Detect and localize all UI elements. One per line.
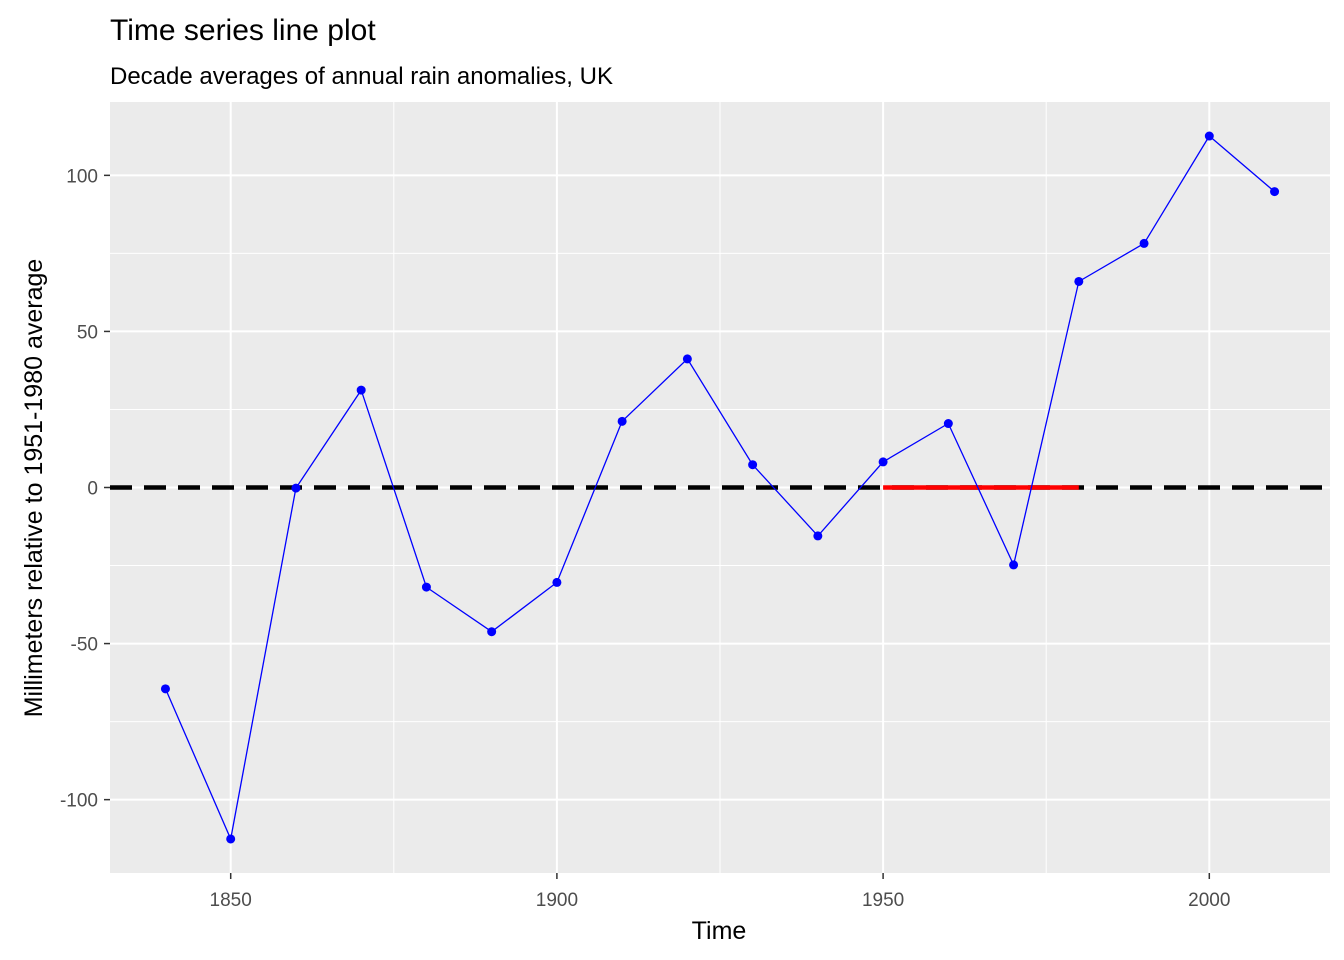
y-tick-label: -100 [60, 791, 98, 812]
y-tick-label: 100 [66, 166, 98, 187]
y-tick-label: 0 [87, 479, 98, 500]
chart-title: Time series line plot [110, 14, 376, 47]
data-point [1139, 238, 1149, 248]
data-point [421, 582, 431, 592]
data-point [356, 385, 366, 395]
x-tick-label: 1950 [862, 890, 904, 911]
data-point [226, 834, 236, 844]
data-point [617, 416, 627, 426]
x-axis-title: Time [692, 917, 747, 945]
y-tick-label: -50 [71, 635, 98, 656]
data-point [1009, 560, 1019, 570]
data-series [160, 131, 1280, 844]
data-point [878, 457, 888, 467]
x-tick-label: 1900 [536, 890, 578, 911]
data-point [291, 483, 301, 493]
series-line [164, 135, 1275, 842]
chart-subtitle: Decade averages of annual rain anomalies… [110, 63, 613, 90]
data-point [1074, 276, 1084, 286]
axes: 1850 1900 1950 2000 -100 -50 0 50 100 [60, 166, 1230, 911]
x-tick-label: 1850 [210, 890, 252, 911]
data-point [552, 577, 562, 587]
x-tick-label: 2000 [1188, 890, 1230, 911]
data-point [487, 627, 497, 637]
y-axis-title: Millimeters relative to 1951-1980 averag… [20, 259, 48, 718]
data-point [1204, 131, 1214, 141]
data-point [160, 684, 170, 694]
data-point [813, 531, 823, 541]
data-point [1270, 187, 1280, 197]
data-point [682, 354, 692, 364]
y-tick-label: 50 [77, 322, 98, 343]
data-point [748, 460, 758, 470]
data-point [943, 419, 953, 429]
